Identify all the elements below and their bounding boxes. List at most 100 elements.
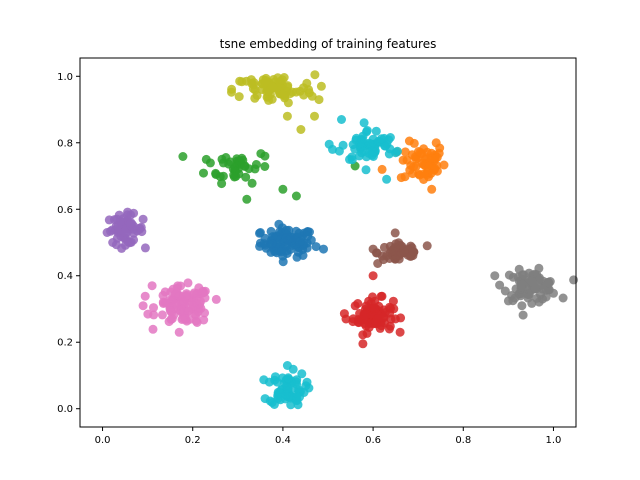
data-point xyxy=(495,280,505,290)
data-point xyxy=(361,301,371,311)
series-cluster-10 xyxy=(259,361,314,410)
data-point xyxy=(362,126,372,135)
data-point xyxy=(396,313,406,323)
data-point xyxy=(183,278,193,288)
data-point xyxy=(108,238,118,247)
data-point xyxy=(415,147,425,157)
data-point xyxy=(180,314,190,324)
data-point xyxy=(278,184,288,194)
data-point xyxy=(406,161,416,170)
data-point xyxy=(419,169,429,179)
data-point xyxy=(260,162,270,171)
data-point xyxy=(161,298,171,308)
data-points xyxy=(102,70,579,410)
data-point xyxy=(510,293,520,303)
data-point xyxy=(384,324,394,334)
data-point xyxy=(175,291,184,301)
data-point xyxy=(211,170,221,179)
series-cluster-3 xyxy=(339,271,406,349)
data-point xyxy=(274,219,284,229)
x-axis: 0.0 0.2 0.4 0.6 0.8 1.0 xyxy=(95,427,562,446)
series-cluster-0 xyxy=(255,219,328,267)
data-point xyxy=(422,241,432,251)
data-point xyxy=(390,228,400,238)
data-point xyxy=(252,90,262,100)
data-point xyxy=(311,242,321,252)
data-point xyxy=(286,232,296,242)
data-point xyxy=(359,118,369,128)
data-point xyxy=(377,134,386,144)
data-point xyxy=(129,228,139,238)
data-point xyxy=(427,184,437,194)
data-point xyxy=(328,144,337,154)
data-point xyxy=(319,244,328,254)
data-point xyxy=(400,147,410,157)
data-point xyxy=(246,75,256,85)
data-point xyxy=(102,228,112,237)
data-point xyxy=(277,90,287,99)
data-point xyxy=(283,373,293,383)
data-point xyxy=(237,77,247,87)
data-point xyxy=(149,310,159,320)
data-point xyxy=(516,280,526,290)
data-point xyxy=(364,322,374,332)
data-point xyxy=(165,306,175,316)
chart-title: tsne embedding of training features xyxy=(220,37,437,51)
data-point xyxy=(282,111,292,121)
data-point xyxy=(282,361,292,370)
data-point xyxy=(387,246,397,256)
series-cluster-5 xyxy=(368,228,432,268)
data-point xyxy=(364,138,374,148)
data-point xyxy=(247,178,257,188)
data-point xyxy=(268,82,278,92)
data-point xyxy=(518,310,528,320)
data-point xyxy=(293,400,303,410)
data-point xyxy=(347,155,357,165)
data-point xyxy=(264,377,274,387)
data-point xyxy=(225,157,235,167)
data-point xyxy=(301,381,311,391)
data-point xyxy=(348,314,358,324)
data-point xyxy=(281,225,291,235)
data-point xyxy=(377,164,387,174)
data-point xyxy=(260,151,270,161)
data-point xyxy=(377,291,387,301)
x-tick-label: 0.8 xyxy=(455,435,471,446)
data-point xyxy=(147,281,157,291)
data-point xyxy=(275,387,285,397)
data-point xyxy=(199,168,208,178)
data-point xyxy=(174,327,184,337)
data-point xyxy=(357,135,367,144)
data-point xyxy=(267,239,277,249)
data-point xyxy=(400,172,410,182)
data-point xyxy=(385,133,395,142)
data-point xyxy=(296,125,306,134)
data-point xyxy=(148,324,158,334)
x-tick-label: 1.0 xyxy=(546,435,562,446)
data-point xyxy=(201,154,211,164)
data-point xyxy=(284,392,294,401)
data-point xyxy=(295,237,305,247)
data-point xyxy=(283,98,293,108)
data-point xyxy=(294,228,304,238)
data-point xyxy=(140,243,150,253)
data-point xyxy=(171,299,181,309)
data-point xyxy=(277,247,287,257)
data-point xyxy=(310,70,320,80)
data-point xyxy=(490,271,500,281)
data-point xyxy=(217,179,227,189)
data-point xyxy=(241,172,251,182)
data-point xyxy=(264,95,274,105)
data-point xyxy=(277,75,287,85)
data-point xyxy=(371,126,381,136)
data-point xyxy=(295,392,305,402)
data-point xyxy=(237,153,247,163)
data-point xyxy=(391,148,401,158)
data-point xyxy=(417,158,427,168)
data-point xyxy=(240,162,250,171)
data-point xyxy=(126,218,136,228)
data-point xyxy=(386,304,396,313)
data-point xyxy=(316,81,326,91)
data-point xyxy=(430,154,440,164)
